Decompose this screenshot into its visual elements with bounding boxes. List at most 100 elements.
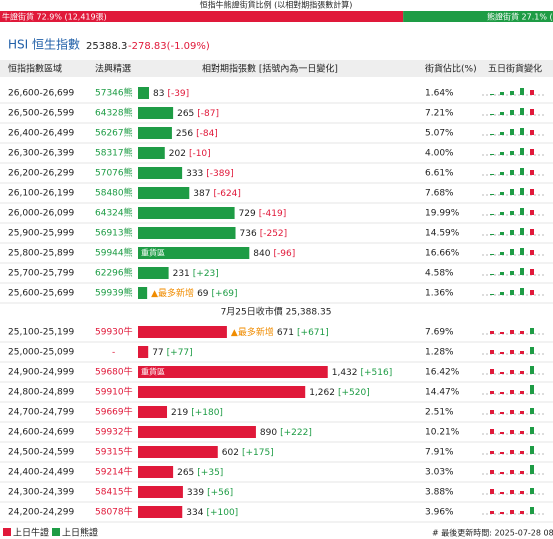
code[interactable]: 59214牛 xyxy=(95,466,133,478)
sparkline-bar xyxy=(520,471,524,474)
contracts-label: 256 [-84] xyxy=(176,129,218,139)
sparkline-bar xyxy=(510,350,514,354)
sparkline-bar xyxy=(500,152,504,155)
contracts-value: 387 xyxy=(193,189,210,199)
sparkline-bar xyxy=(500,172,504,175)
range: 25,600-25,699 xyxy=(8,289,75,299)
sparkline-bar xyxy=(510,110,514,115)
sparkline-bar xyxy=(530,427,534,434)
sparkline-bar xyxy=(500,212,504,215)
code[interactable]: 59910牛 xyxy=(95,386,133,398)
sparkline-bar xyxy=(510,370,514,374)
code[interactable]: 58415牛 xyxy=(95,486,133,498)
sparkline-bar xyxy=(490,94,494,95)
sparkline-bar xyxy=(500,512,504,514)
sparkline-bar xyxy=(490,254,494,255)
sparkline-bar xyxy=(500,352,504,354)
code[interactable]: 57346熊 xyxy=(95,87,133,99)
index-change: -278.83(-1.09%) xyxy=(128,41,210,52)
contracts-value: 83 xyxy=(153,89,164,99)
sparkline-bar xyxy=(510,290,514,295)
range: 26,200-26,299 xyxy=(8,169,75,179)
contracts-label: 231 [+23] xyxy=(173,269,219,279)
sparkline-bar xyxy=(490,274,494,275)
index-price: 25388.3 xyxy=(86,41,127,52)
sparkline-bar xyxy=(530,446,534,454)
code[interactable]: 56913熊 xyxy=(95,227,133,239)
sparkline-bar xyxy=(490,331,494,334)
contracts-label: 265 [-87] xyxy=(177,109,219,119)
sparkline-bar xyxy=(490,429,494,434)
sparkline-bar xyxy=(520,228,524,235)
sparkline-bar xyxy=(490,174,494,175)
sparkline-bar xyxy=(520,168,524,175)
range: 24,600-24,699 xyxy=(8,428,75,438)
contracts-value: 69 xyxy=(197,289,209,299)
sparkline-bar xyxy=(520,391,524,394)
range: 24,200-24,299 xyxy=(8,508,75,518)
code[interactable]: 58317熊 xyxy=(95,147,133,159)
sparkline-bar xyxy=(510,490,514,494)
pct: 1.64% xyxy=(425,89,454,99)
change: [+69] xyxy=(212,289,238,299)
column-header: 相對期指張數 [括號內為一日變化] xyxy=(202,63,338,75)
code[interactable]: 64328熊 xyxy=(95,107,133,119)
pct: 1.28% xyxy=(425,348,454,358)
code[interactable]: 59932牛 xyxy=(95,426,133,438)
sparkline-bar xyxy=(510,211,514,215)
code[interactable]: 59930牛 xyxy=(95,326,133,338)
sparkline-bar xyxy=(490,410,494,414)
contracts-label: 83 [-39] xyxy=(153,89,189,99)
code[interactable]: 58480熊 xyxy=(95,187,133,199)
sparkline-bar xyxy=(520,108,524,115)
code[interactable]: 58078牛 xyxy=(95,506,133,518)
code[interactable]: 57076熊 xyxy=(95,167,133,179)
contracts-label: 729 [-419] xyxy=(239,209,287,219)
change: [+671] xyxy=(297,328,329,338)
sparkline-bar xyxy=(510,470,514,474)
code[interactable]: 56267熊 xyxy=(95,127,133,139)
code[interactable]: - xyxy=(112,348,115,358)
column-header: 法興精選 xyxy=(95,63,131,75)
contracts-value: 890 xyxy=(260,428,277,438)
contracts-value: 202 xyxy=(169,149,186,159)
sparkline-bar xyxy=(530,507,534,514)
column-header: 恒指指數區域 xyxy=(8,63,62,75)
sparkline-bar xyxy=(530,465,534,474)
sparkline-bar xyxy=(520,188,524,195)
contracts-value: 1,432 xyxy=(332,368,358,378)
sparkline-bar xyxy=(520,371,524,374)
contracts-value: 334 xyxy=(186,508,203,518)
contracts-bar xyxy=(138,366,328,378)
bear-ratio-bar xyxy=(403,11,553,22)
code[interactable]: 59939熊 xyxy=(95,287,133,299)
contracts-label: 334 [+100] xyxy=(186,508,238,518)
range: 25,100-25,199 xyxy=(8,328,75,338)
sparkline-bar xyxy=(520,451,524,454)
pct: 14.59% xyxy=(425,229,460,239)
range: 24,300-24,399 xyxy=(8,488,75,498)
sparkline-bar xyxy=(510,330,514,334)
range: 25,800-25,899 xyxy=(8,249,75,259)
code[interactable]: 62296熊 xyxy=(95,267,133,279)
code[interactable]: 59944熊 xyxy=(95,247,133,259)
code[interactable]: 59669牛 xyxy=(95,406,133,418)
pct: 14.47% xyxy=(425,388,460,398)
code[interactable]: 59680牛 xyxy=(95,366,133,378)
change: [-87] xyxy=(197,109,219,119)
sparkline-bar xyxy=(510,249,514,255)
column-header: 街貨佔比(%) xyxy=(425,63,477,75)
contracts-label: 387 [-624] xyxy=(193,189,241,199)
index-name: HSI 恒生指數 xyxy=(8,37,80,52)
range: 25,000-25,099 xyxy=(8,348,75,358)
sparkline-bar xyxy=(490,294,494,295)
code[interactable]: 59315牛 xyxy=(95,446,133,458)
contracts-value: 256 xyxy=(176,129,193,139)
contracts-bar xyxy=(138,227,236,239)
pct: 5.07% xyxy=(425,129,454,139)
contracts-label: 265 [+35] xyxy=(177,468,223,478)
code[interactable]: 64324熊 xyxy=(95,207,133,219)
sparkline-bar xyxy=(510,430,514,434)
change: [-10] xyxy=(189,149,211,159)
pct: 4.00% xyxy=(425,149,454,159)
